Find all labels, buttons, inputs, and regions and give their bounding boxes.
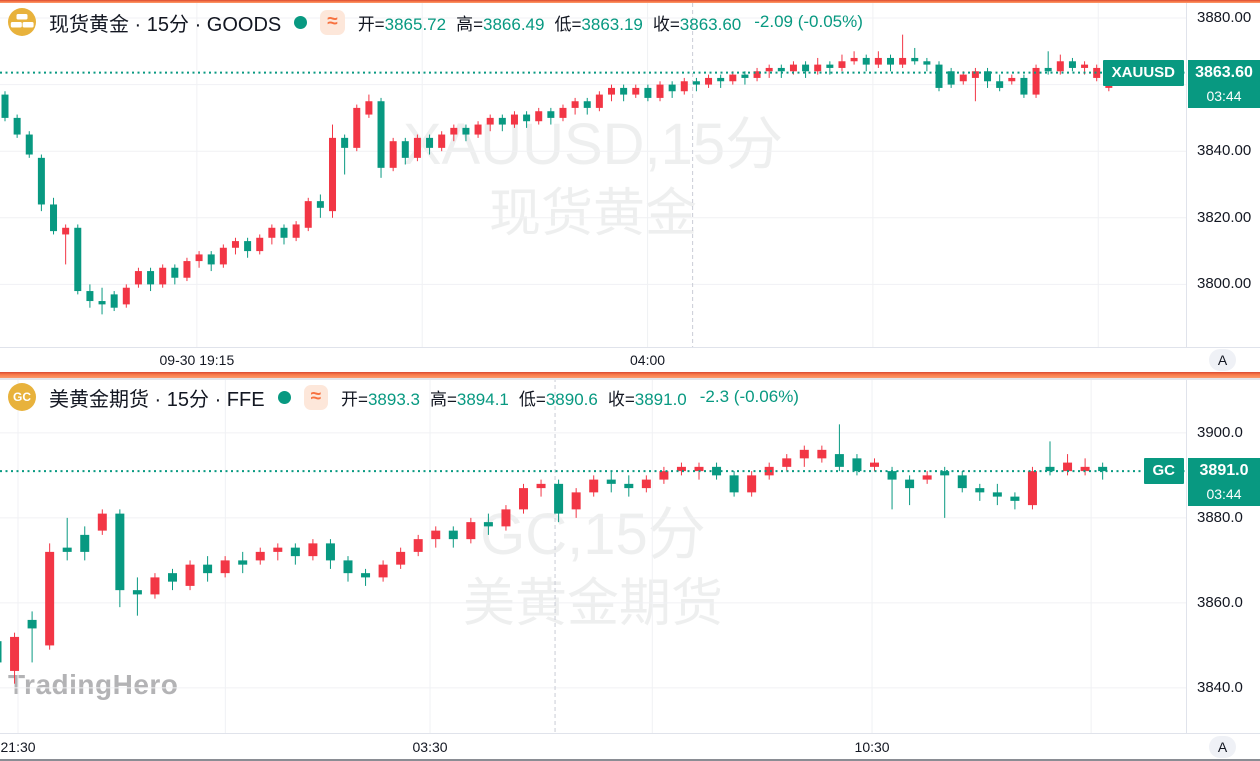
chart-pane-xauusd[interactable]: XAUUSD,15分 现货黄金 现货黄金 · 15分 · GOODS ≈ 开=3… [0,3,1186,347]
symbol-price-label: XAUUSD [1102,59,1184,86]
change-value: -2.09 (-0.05%) [754,12,863,31]
chart-pane-gc[interactable]: GC,15分 美黄金期货 TradingHero GC 美黄金期货 · 15分 … [0,378,1186,733]
time-axis-label: 04:00 [630,352,666,368]
price-axis-label: 3900.0 [1197,423,1243,441]
connection-status-icon [294,15,308,29]
connection-status-icon [277,390,291,404]
time-axis-label: 09-30 19:15 [159,352,235,368]
top-pane-divider [0,0,1260,3]
pane-divider[interactable] [0,372,1260,378]
price-axis-label: 3880.0 [1197,508,1243,526]
ohlc-item: 开=3893.3 [341,389,420,409]
time-axis-label: 10:30 [854,739,890,755]
price-axis-label: 3840.0 [1197,678,1243,696]
price-axis-label: 3880.00 [1197,8,1252,26]
candlestick-chart-gc[interactable] [0,378,1186,733]
change-value: -2.3 (-0.06%) [699,387,799,406]
auto-scale-button[interactable]: A [1209,736,1236,758]
price-axis-xauusd[interactable]: 3880.003860.003840.003820.003800.003863.… [1186,3,1260,347]
gold-ingots-icon [8,8,36,36]
last-price-badge: 3863.60 [1188,59,1260,86]
ohlc-item: 开=3865.72 [357,14,447,34]
ohlc-item: 低=3863.19 [554,14,643,34]
ohlc-item: 低=3890.6 [518,389,598,409]
bar-countdown-badge: 03:44 [1188,484,1260,507]
pane-divider-shadow [0,378,1260,380]
symbol-title: 现货黄金 · 15分 · GOODS [49,13,282,36]
chart-legend-gc: GC 美黄金期货 · 15分 · FFE ≈ 开=3893.3 高=3894.1 低… [8,382,799,412]
time-axis-gc[interactable]: A 21:30 03:30 10:30 [0,733,1260,760]
time-axis-label: 21:30 [0,739,36,755]
symbol-price-label: GC [1143,458,1184,485]
ohlc-item: 收=3891.0 [607,389,687,409]
symbol-title: 美黄金期货 · 15分 · FFE [49,388,265,411]
time-axis-label: 03:30 [412,739,448,755]
last-price-badge: 3891.0 [1188,458,1260,485]
tradinghero-watermark: TradingHero [8,669,179,700]
price-axis-gc[interactable]: 3900.0 3880.0 3860.0 3840.0 3891.0 03:44 [1186,378,1260,733]
price-axis-label: 3800.00 [1197,275,1252,293]
price-axis-label: 3840.00 [1197,142,1252,160]
approx-data-icon: ≈ [320,9,345,35]
price-axis-label: 3860.0 [1197,593,1243,611]
price-axis-label: 3820.00 [1197,208,1252,226]
bar-countdown-badge: 03:44 [1188,85,1260,108]
ohlc-item: 高=3866.49 [456,14,545,34]
approx-data-icon: ≈ [303,384,329,410]
bottom-pane-divider [0,759,1260,761]
time-axis-xauusd[interactable]: A 09-30 19:15 04:00 [0,347,1260,372]
candlestick-chart-xauusd[interactable] [0,3,1186,347]
ohlc-item: 高=3894.1 [429,389,509,409]
auto-scale-button[interactable]: A [1209,349,1236,371]
gc-coin-icon: GC [8,383,36,411]
chart-legend-xauusd: 现货黄金 · 15分 · GOODS ≈ 开=3865.72 高=3866.49 低… [8,7,863,37]
ohlc-item: 收=3863.60 [652,14,742,34]
ohlc-values: 开=3893.3 高=3894.1 低=3890.6 收=3891.0 [341,385,687,410]
ohlc-values: 开=3865.72 高=3866.49 低=3863.19 收=3863.60 [358,10,742,35]
